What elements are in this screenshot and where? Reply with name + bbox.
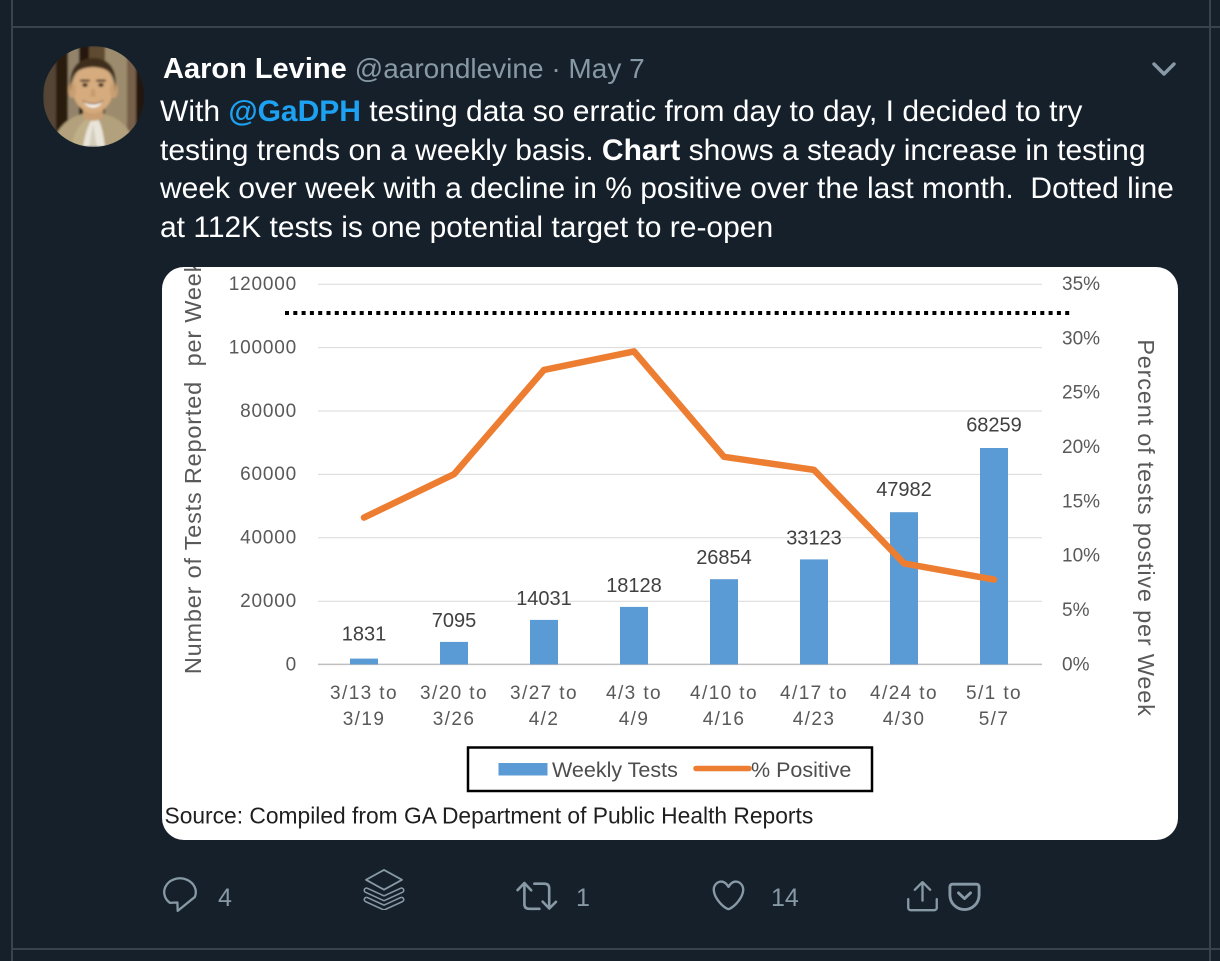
svg-text:0: 0	[286, 654, 297, 675]
svg-text:14031: 14031	[516, 588, 572, 610]
svg-text:4/24 to: 4/24 to	[870, 683, 938, 704]
svg-text:1831: 1831	[342, 624, 387, 646]
svg-text:4/23: 4/23	[793, 709, 836, 730]
svg-text:% Positive: % Positive	[751, 758, 851, 782]
svg-text:26854: 26854	[696, 547, 752, 569]
svg-text:18128: 18128	[606, 575, 662, 597]
svg-text:4/16: 4/16	[703, 709, 746, 730]
svg-text:20000: 20000	[240, 591, 297, 612]
svg-text:5%: 5%	[1062, 600, 1090, 621]
svg-text:47982: 47982	[876, 479, 932, 501]
svg-text:4/9: 4/9	[619, 709, 650, 730]
svg-text:5/1 to: 5/1 to	[966, 683, 1022, 704]
svg-text:40000: 40000	[240, 528, 297, 549]
svg-text:80000: 80000	[240, 401, 297, 422]
svg-text:33123: 33123	[786, 527, 842, 549]
svg-text:35%: 35%	[1062, 274, 1100, 295]
svg-text:15%: 15%	[1062, 491, 1100, 512]
svg-text:3/13 to: 3/13 to	[330, 683, 398, 704]
svg-text:20%: 20%	[1062, 437, 1100, 458]
svg-text:25%: 25%	[1062, 383, 1100, 404]
svg-text:3/27 to: 3/27 to	[510, 683, 578, 704]
svg-text:30%: 30%	[1062, 328, 1100, 349]
svg-text:3/26: 3/26	[433, 709, 476, 730]
svg-text:4/2: 4/2	[529, 709, 560, 730]
svg-text:4/10 to: 4/10 to	[690, 683, 758, 704]
svg-text:0%: 0%	[1062, 654, 1090, 675]
svg-text:Percent of tests postive per W: Percent of tests postive per Week	[1133, 339, 1159, 716]
svg-text:Source: Compiled from GA Depar: Source: Compiled from GA Department of P…	[165, 803, 814, 829]
svg-text:Weekly Tests: Weekly Tests	[552, 758, 678, 782]
svg-text:7095: 7095	[432, 610, 477, 632]
svg-text:3/19: 3/19	[343, 709, 386, 730]
svg-text:68259: 68259	[966, 415, 1022, 437]
svg-text:100000: 100000	[229, 337, 297, 358]
svg-text:120000: 120000	[229, 274, 297, 295]
svg-text:4/3 to: 4/3 to	[606, 683, 662, 704]
svg-text:Number of Tests Reported per: Number of Tests Reported per Week	[180, 267, 206, 674]
svg-text:60000: 60000	[240, 464, 297, 485]
svg-text:10%: 10%	[1062, 546, 1100, 567]
svg-text:5/7: 5/7	[979, 709, 1010, 730]
svg-text:3/20 to: 3/20 to	[420, 683, 488, 704]
svg-text:4/17 to: 4/17 to	[780, 683, 848, 704]
svg-text:4/30: 4/30	[883, 709, 926, 730]
